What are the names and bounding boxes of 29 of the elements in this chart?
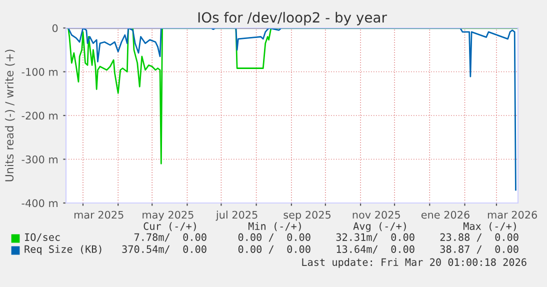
y-tick-label: -400 m <box>22 199 58 208</box>
y-axis-title: Units read (-) / write (+) <box>4 50 15 182</box>
x-tick-label: sep 2025 <box>284 210 331 221</box>
x-tick-label: jul 2025 <box>216 210 258 221</box>
x-tick-label: nov 2025 <box>352 210 400 219</box>
x-tick-label: ene 2026 <box>421 210 470 219</box>
text: Avg (-/+) <box>353 222 406 232</box>
text: Last update: Fri Mar 20 01:00:18 2026 <box>302 258 526 268</box>
text: Min (-/+) <box>248 222 301 232</box>
text: Max (-/+) <box>463 222 516 232</box>
text: Cur (-/+) <box>144 222 196 232</box>
chart-title: IOs for /dev/loop2 - by year <box>198 12 387 26</box>
x-tick-label: mar 2025 <box>74 210 124 219</box>
text: 32.31m/ 0.00 <box>336 233 414 242</box>
x-tick-label: mar 2026 <box>488 210 537 219</box>
y-tick-label: -100 m <box>22 68 58 76</box>
text: 13.64m/ 0.00 <box>336 245 414 254</box>
text: 38.87 / 0.00 <box>440 245 518 254</box>
x-tick-label: may 2025 <box>142 210 194 221</box>
text: 0.00 / 0.00 <box>238 245 310 254</box>
legend-label: IO/sec <box>24 233 60 242</box>
y-tick-label: 0 <box>52 24 58 32</box>
y-tick-label: -200 m <box>22 112 58 120</box>
legend-label: Req Size (KB) <box>24 245 102 255</box>
text: 23.88 / 0.00 <box>440 233 518 242</box>
y-tick-label: -300 m <box>22 155 58 164</box>
text: 7.78m/ 0.00 <box>134 233 206 242</box>
text: 370.54m/ 0.00 <box>122 245 206 254</box>
text: 0.00 / 0.00 <box>238 233 310 242</box>
